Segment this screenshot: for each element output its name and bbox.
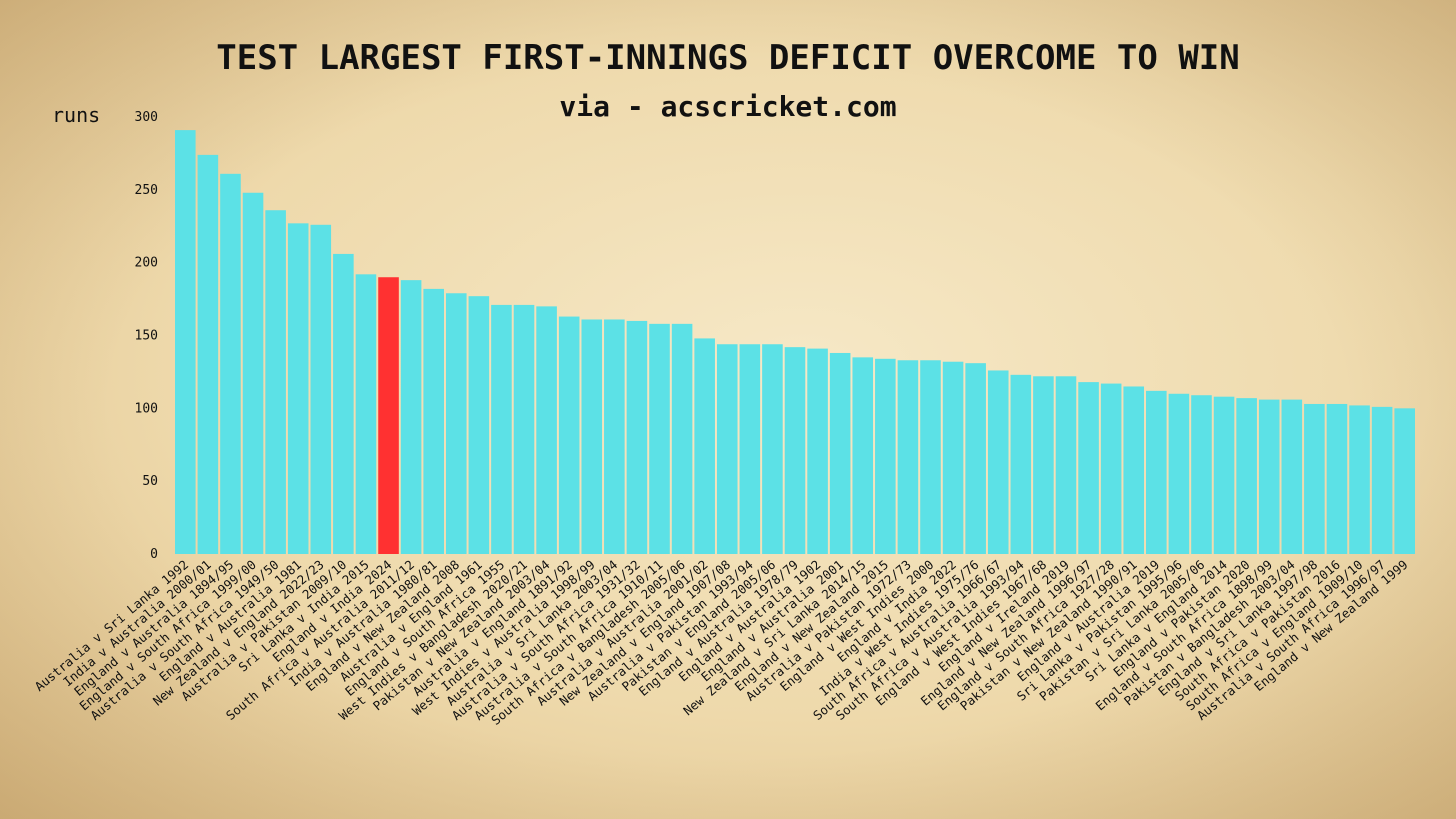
bar [626, 320, 648, 554]
bar [1100, 383, 1122, 554]
bar [1258, 399, 1280, 554]
bar [1146, 390, 1167, 554]
bar [513, 304, 535, 554]
bar [1213, 396, 1235, 554]
bar [1326, 403, 1348, 554]
bar [716, 344, 738, 554]
bar [1191, 395, 1212, 554]
bar [1304, 403, 1325, 554]
bar [242, 192, 264, 554]
bar [1010, 374, 1032, 554]
bar [875, 358, 896, 554]
bar [558, 316, 580, 554]
bar [1078, 382, 1099, 554]
bar [423, 288, 444, 554]
bar [920, 360, 941, 554]
bar [852, 357, 874, 554]
bar [829, 352, 851, 554]
y-tick-label: 250 [135, 183, 158, 198]
bar [965, 363, 986, 554]
bar [333, 253, 354, 554]
bar [197, 154, 219, 554]
bar [355, 274, 377, 554]
bar [694, 338, 715, 554]
bar-highlighted [378, 277, 399, 554]
bar [897, 360, 919, 554]
bar [536, 306, 557, 554]
bar [671, 323, 693, 554]
chart-title: TEST LARGEST FIRST-INNINGS DEFICIT OVERC… [216, 38, 1240, 78]
y-tick-label: 100 [135, 401, 158, 416]
y-axis-label: runs [52, 103, 101, 127]
bar [175, 130, 196, 555]
bar [581, 319, 603, 554]
bar [265, 210, 286, 554]
y-axis-ticks: 0 50 100 150 200 250 300 [135, 110, 158, 562]
bar [491, 304, 512, 554]
chart-subtitle: via - acscricket.com [559, 90, 897, 123]
bar [445, 293, 467, 554]
bar [468, 296, 490, 554]
bar [604, 319, 625, 554]
bar [1281, 399, 1303, 554]
bar [287, 223, 309, 554]
y-tick-label: 150 [135, 329, 158, 344]
bar [400, 280, 422, 554]
bar [1394, 408, 1415, 554]
bar [1236, 398, 1257, 554]
bar [1123, 386, 1145, 554]
bar [1349, 405, 1370, 554]
bar [220, 173, 241, 554]
y-tick-label: 0 [150, 547, 158, 562]
bar [649, 323, 670, 554]
bar [1055, 376, 1077, 554]
bar [310, 224, 332, 554]
bar [784, 347, 806, 554]
bar [1371, 406, 1393, 554]
bar [762, 344, 783, 554]
bar [739, 344, 761, 554]
bar [942, 361, 964, 554]
bars [175, 130, 1415, 555]
bar [987, 370, 1009, 554]
bar [807, 348, 828, 554]
y-tick-label: 200 [135, 256, 158, 271]
bar [1168, 393, 1190, 554]
y-tick-label: 300 [135, 110, 158, 125]
bar [1033, 376, 1054, 554]
y-tick-label: 50 [142, 474, 158, 489]
